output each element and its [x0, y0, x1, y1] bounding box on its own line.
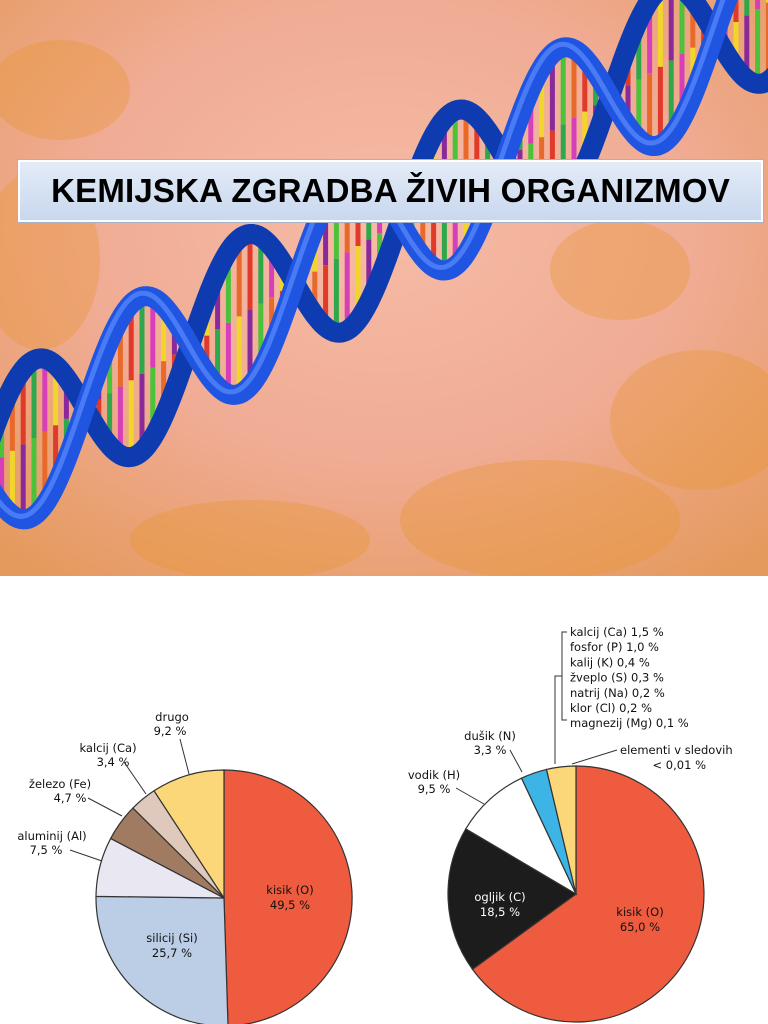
pie-label: vodik (H) [408, 768, 460, 782]
leader-line [123, 761, 147, 795]
pie-chart-living-organisms [447, 765, 705, 1023]
pie-labels: kisik (O)49,5 %silicij (Si)25,7 %alumini… [17, 625, 732, 960]
leader-line [571, 749, 618, 765]
pie-label: 3,3 % [474, 743, 507, 757]
pie-label: žveplo (S) 0,3 % [570, 671, 664, 685]
pie-slice [223, 769, 353, 1024]
pie-label: 9,2 % [154, 724, 187, 738]
pie-label: 9,5 % [418, 782, 451, 796]
pie-slice [153, 769, 225, 901]
pie-label: drugo [155, 710, 189, 724]
leader-line [179, 738, 190, 775]
leader-line [87, 797, 123, 817]
page-title: KEMIJSKA ZGRADBA ŽIVIH ORGANIZMOV [51, 172, 730, 209]
pie-label: silicij (Si) [146, 931, 197, 945]
pie-label: kisik (O) [616, 905, 663, 919]
leader-line [561, 631, 567, 721]
pie-label: natrij (Na) 0,2 % [570, 686, 665, 700]
pie-slice [545, 765, 577, 895]
dna-strand-back [0, 0, 768, 468]
pie-label: < 0,01 % [653, 758, 707, 772]
pie-slice [95, 895, 229, 1024]
pie-slice [471, 765, 705, 1023]
pie-label: 49,5 % [270, 898, 310, 912]
pie-charts-svg: kisik (O)49,5 %silicij (Si)25,7 %alumini… [17, 625, 733, 1024]
pie-label: 3,4 % [97, 755, 130, 769]
pie-label: dušik (N) [464, 729, 516, 743]
dna-hero-image: KEMIJSKA ZGRADBA ŽIVIH ORGANIZMOV [0, 0, 768, 576]
pie-chart-earth-crust [95, 769, 353, 1024]
pie-label: 65,0 % [620, 920, 660, 934]
leader-line [554, 675, 562, 764]
pie-label: kalcij (Ca) [79, 741, 136, 755]
pie-slice [447, 828, 578, 971]
pie-label: aluminij (Al) [17, 829, 86, 843]
pie-label: klor (Cl) 0,2 % [570, 701, 652, 715]
pie-label: 25,7 % [152, 946, 192, 960]
pie-label: magnezij (Mg) 0,1 % [570, 716, 689, 730]
chart-area: kisik (O) 49,5 % silicij (Si) 25,7 % alumini… [0, 576, 768, 1024]
pie-label: fosfor (P) 1,0 % [570, 640, 659, 654]
leader-line [455, 787, 485, 805]
pie-label: kalcij (Ca) 1,5 % [570, 625, 664, 639]
pie-label: 18,5 % [480, 905, 520, 919]
pie-label: 7,5 % [30, 843, 63, 857]
pie-label: kisik (O) [266, 883, 313, 897]
leader-line [69, 849, 103, 862]
dna-helix-illustration [0, 0, 768, 576]
pie-label: elementi v sledovih [620, 743, 733, 757]
pie-label: kalij (K) 0,4 % [570, 655, 650, 669]
leader-line [509, 749, 523, 773]
pie-label: 4,7 % [54, 791, 87, 805]
pie-slice [465, 777, 578, 896]
pie-label: železo (Fe) [29, 777, 91, 791]
title-banner: KEMIJSKA ZGRADBA ŽIVIH ORGANIZMOV [18, 160, 763, 222]
pie-label: ogljik (C) [474, 890, 525, 904]
